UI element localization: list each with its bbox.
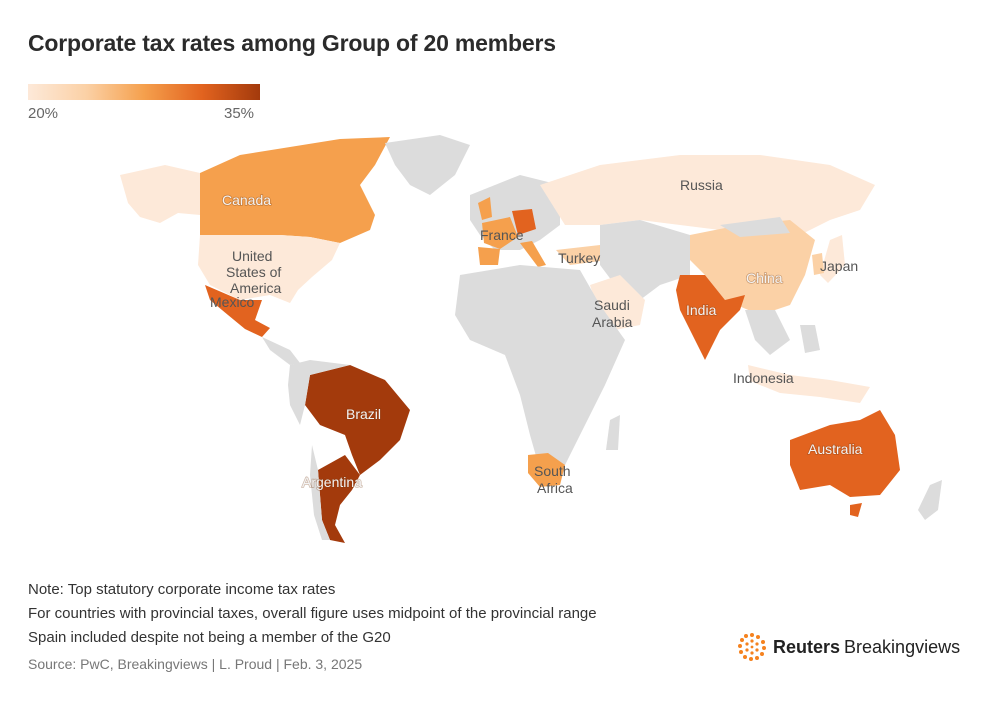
label-indonesia: Indonesia	[733, 370, 794, 386]
legend-max-label: 35%	[224, 105, 255, 122]
country-greenland	[385, 135, 470, 195]
label-south-africa-line1: South	[534, 463, 571, 479]
label-japan: Japan	[820, 258, 858, 274]
country-korea	[812, 253, 824, 275]
country-uk	[478, 197, 492, 220]
country-germany	[512, 209, 536, 235]
country-mexico	[205, 285, 270, 337]
legend-min-label: 20%	[28, 105, 59, 122]
label-france: France	[480, 227, 524, 243]
reuters-dots-icon	[738, 633, 766, 661]
country-russia	[540, 155, 875, 235]
note-line-1: Note: Top statutory corporate income tax…	[28, 581, 336, 598]
country-usa	[198, 235, 340, 303]
region-africa	[455, 265, 625, 475]
label-turkey: Turkey	[558, 250, 600, 266]
label-usa-line2: States of	[226, 264, 281, 280]
brand-logo: Reuters Breakingviews	[737, 632, 960, 662]
brand-sub: Breakingviews	[844, 636, 961, 657]
label-china: China	[746, 270, 783, 286]
country-italy	[520, 241, 546, 267]
country-australia-tasmania	[850, 503, 862, 517]
country-canada	[200, 137, 390, 243]
label-saudi-line1: Saudi	[594, 297, 630, 313]
label-russia: Russia	[680, 177, 723, 193]
country-madagascar	[606, 415, 620, 450]
country-indonesia	[748, 365, 870, 403]
label-india: India	[686, 302, 717, 318]
country-china	[690, 220, 815, 315]
legend-color-scale	[28, 84, 260, 100]
country-turkey	[556, 245, 608, 265]
country-argentina	[318, 455, 360, 543]
country-usa-alaska	[120, 165, 200, 223]
country-australia	[790, 410, 900, 497]
country-central-america	[262, 337, 300, 365]
country-chile	[310, 445, 330, 540]
label-south-africa-line2: Africa	[537, 480, 573, 496]
country-south-america-other	[288, 360, 350, 425]
region-southeast-asia	[745, 310, 790, 355]
label-canada: Canada	[222, 192, 271, 208]
source-line: Source: PwC, Breakingviews | L. Proud | …	[28, 656, 363, 672]
label-usa-line1: United	[232, 248, 272, 264]
label-usa-line3: America	[230, 280, 282, 296]
note-line-3: Spain included despite not being a membe…	[28, 629, 391, 646]
world-map: Canada United States of America Mexico B…	[120, 135, 942, 543]
country-spain	[478, 247, 500, 265]
chart-title: Corporate tax rates among Group of 20 me…	[28, 30, 556, 56]
country-india	[676, 275, 745, 360]
country-philippines	[800, 325, 820, 353]
note-line-2: For countries with provincial taxes, ove…	[28, 605, 597, 622]
country-japan	[820, 235, 845, 283]
brand-name: Reuters	[773, 636, 841, 657]
country-mongolia	[720, 217, 790, 237]
country-france	[482, 217, 518, 249]
country-south-africa	[528, 453, 565, 487]
notes: Note: Top statutory corporate income tax…	[28, 578, 597, 650]
country-new-zealand	[918, 480, 942, 520]
label-saudi-line2: Arabia	[592, 314, 633, 330]
label-brazil: Brazil	[346, 406, 381, 422]
country-brazil	[305, 365, 410, 475]
label-argentina: Argentina	[302, 474, 362, 490]
label-australia: Australia	[808, 441, 863, 457]
label-mexico: Mexico	[210, 294, 255, 310]
